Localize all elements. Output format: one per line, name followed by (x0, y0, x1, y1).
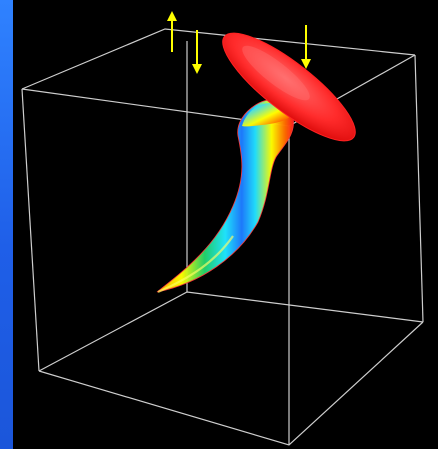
box-bottom-back-edge (38, 291, 424, 372)
red-disk-shape (222, 32, 356, 142)
box-front-top-edge (21, 54, 416, 127)
box-back-top-edge (21, 28, 416, 90)
rainbow-vortex-tube (156, 99, 294, 294)
red-disk-sheen (242, 45, 310, 101)
down-arrow-icon-right (301, 25, 311, 69)
box-right-vertical (414, 54, 424, 323)
box-left-front-vertical (21, 88, 40, 372)
up-arrow-icon (167, 11, 177, 52)
red-disk (222, 32, 356, 142)
vortex-tube-body (156, 99, 294, 293)
vortex-tube-tail-highlight (157, 235, 234, 294)
down-arrow-icon-left (192, 30, 202, 74)
left-blue-band (0, 0, 13, 449)
yellow-arrows (167, 11, 311, 74)
